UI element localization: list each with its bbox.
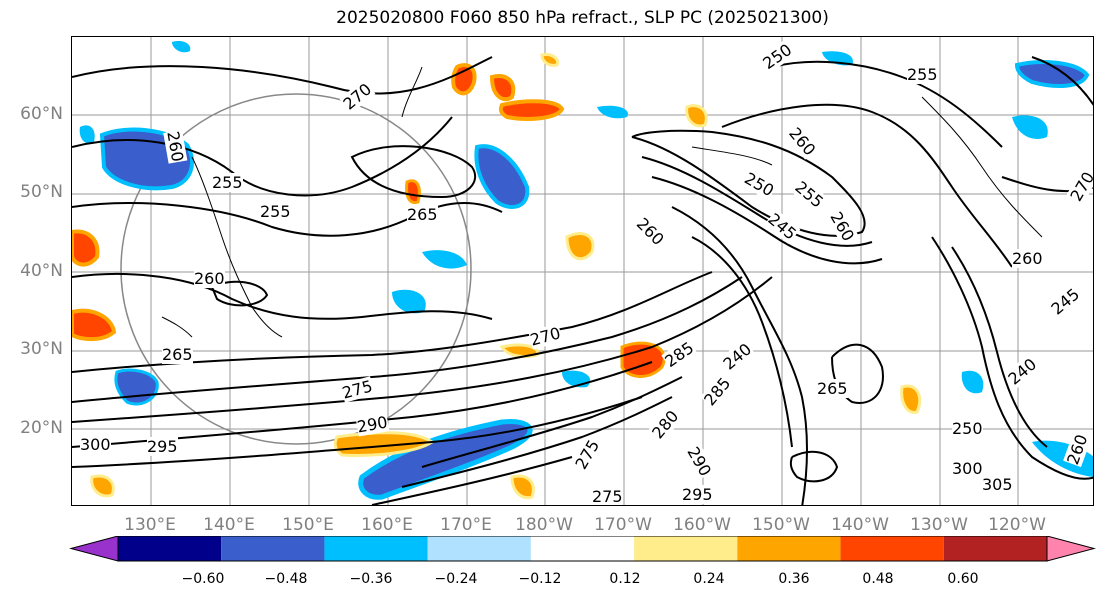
refractivity-shading <box>72 41 1093 500</box>
shade-blue <box>961 370 984 394</box>
colorbar-tick: −0.36 <box>349 571 393 587</box>
lon-label: 140°E <box>203 515 255 535</box>
lon-label: 150°W <box>752 515 810 535</box>
colorbar-segment <box>943 536 1047 561</box>
contour-label: 265 <box>817 379 848 398</box>
lon-label: 120°W <box>988 515 1046 535</box>
contour-label: 300 <box>952 459 983 478</box>
shade-blue <box>172 41 191 53</box>
contour-label: 295 <box>147 437 178 456</box>
colorbar-extend-high <box>1046 536 1096 562</box>
colorbar-tick: 0.48 <box>862 571 894 587</box>
colorbar-tick: 0.24 <box>693 571 725 587</box>
colorbar-segment <box>427 536 531 561</box>
shade-blue <box>822 51 853 66</box>
shade-orange <box>510 474 535 500</box>
colorbar-tick: 0.12 <box>609 571 641 587</box>
lon-label: 150°E <box>282 515 334 535</box>
shade-blue <box>1014 60 1090 88</box>
contour-label: 260 <box>1012 249 1043 268</box>
colorbar-segment <box>737 536 841 561</box>
shade-blue <box>597 105 628 119</box>
shade-orange <box>499 343 540 359</box>
reference-circle <box>120 93 472 445</box>
shade-blue <box>79 125 95 144</box>
shade-orange <box>90 474 115 498</box>
shade-blue <box>422 250 467 269</box>
shade-orange <box>451 63 477 96</box>
slp-contours <box>72 56 1093 505</box>
contour-label: 275 <box>592 487 623 506</box>
lon-label: 130°W <box>910 515 968 535</box>
shade-orange <box>72 229 100 267</box>
shade-orange <box>405 179 421 205</box>
lon-label: 160°E <box>361 515 413 535</box>
shade-orange <box>900 384 922 414</box>
colorbar-extend-low <box>69 536 119 562</box>
colorbar-segment <box>221 536 325 561</box>
shade-blue <box>114 368 159 406</box>
colorbar-tick: −0.24 <box>434 571 478 587</box>
map-canvas <box>72 37 1093 505</box>
colorbar-tick: −0.12 <box>518 571 562 587</box>
contour-label: 255 <box>260 202 291 221</box>
colorbar-segment <box>118 536 222 561</box>
shade-orange <box>685 104 708 128</box>
colorbar-segment <box>324 536 428 561</box>
lon-label: 130°E <box>124 515 176 535</box>
contour-label: 250 <box>952 419 983 438</box>
shade-orange <box>620 341 666 378</box>
colorbar-segment <box>840 536 944 561</box>
contour-label: 265 <box>162 345 193 364</box>
shade-orange <box>489 74 516 102</box>
contour-label: 305 <box>982 475 1013 494</box>
contour-label: 260 <box>194 269 225 288</box>
colorbar-tick: 0.36 <box>778 571 810 587</box>
lon-label: 170°W <box>594 515 652 535</box>
lat-label: 30°N <box>20 339 63 359</box>
contour-label: 300 <box>80 435 111 454</box>
colorbar-segment <box>530 536 635 561</box>
shade-orange <box>565 232 595 261</box>
shade-orange <box>540 53 560 67</box>
contour-label: 255 <box>907 65 938 84</box>
colorbar-tick: 0.60 <box>947 571 979 587</box>
map-title: 2025020800 F060 850 hPa refract., SLP PC… <box>336 8 829 28</box>
contour-label: 295 <box>682 485 713 504</box>
colorbar-frame <box>117 536 1048 562</box>
lat-label: 60°N <box>20 104 63 124</box>
map-panel: 260 255 255 265 270 250 255 260 250 255 … <box>71 36 1094 506</box>
colorbar-tick: −0.60 <box>181 571 225 587</box>
shade-blue <box>1012 115 1048 139</box>
colorbar-segment <box>634 536 738 561</box>
colorbar <box>69 536 1096 562</box>
colorbar-tick: −0.48 <box>264 571 308 587</box>
lat-label: 20°N <box>20 418 63 438</box>
contour-label: 265 <box>407 205 438 224</box>
lon-label: 160°W <box>673 515 731 535</box>
shade-orange <box>333 431 435 457</box>
lon-label: 140°W <box>831 515 889 535</box>
coastlines <box>161 66 1043 338</box>
shade-orange <box>72 308 117 342</box>
shade-blue <box>474 144 530 209</box>
shade-blue <box>392 289 426 314</box>
shade-orange <box>498 99 565 121</box>
lat-label: 40°N <box>20 261 63 281</box>
lat-label: 50°N <box>20 182 63 202</box>
lon-label: 180°W <box>515 515 573 535</box>
contour-label: 255 <box>212 173 243 192</box>
lon-label: 170°E <box>440 515 492 535</box>
